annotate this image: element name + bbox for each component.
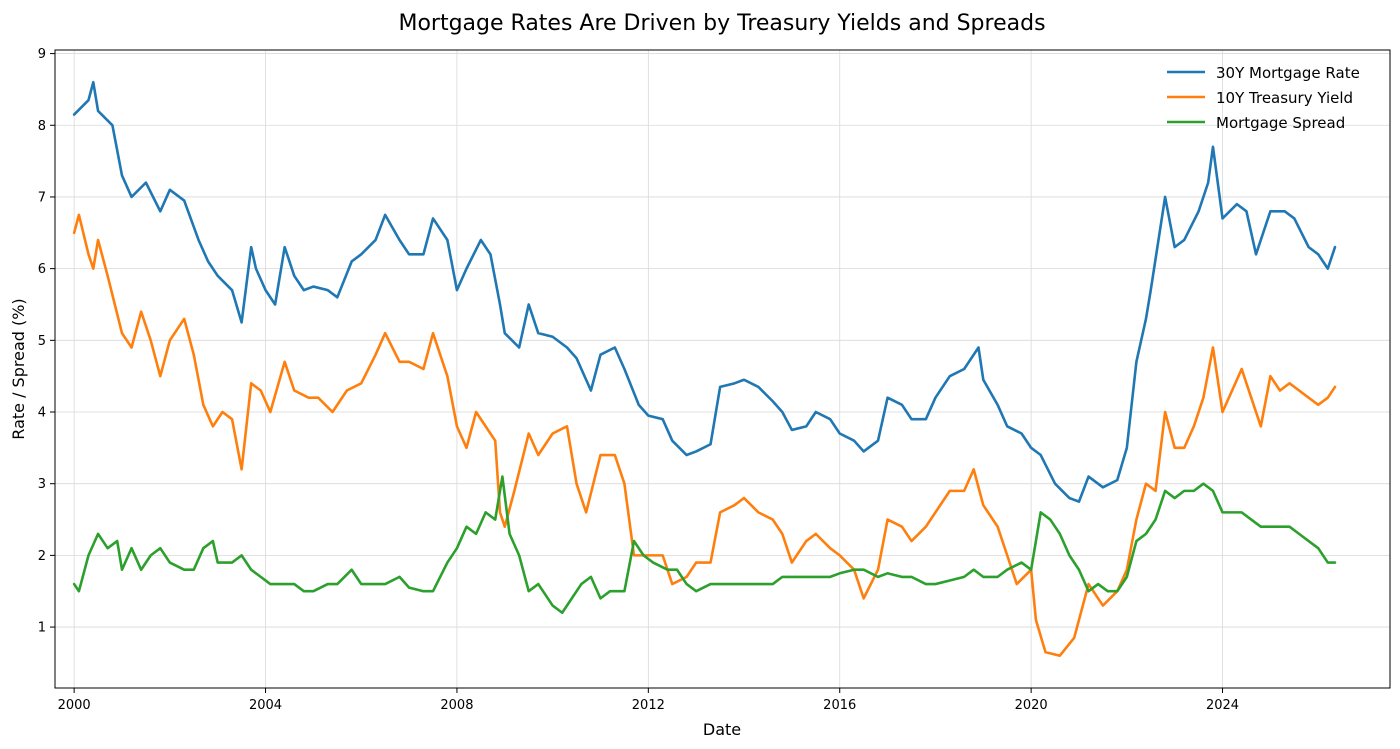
x-tick-label: 2004: [249, 698, 282, 713]
x-axis-label: Date: [703, 720, 741, 739]
x-axis: 2000 2004 2008 2012 2016 2020 2024: [58, 688, 1239, 713]
series-layer: [72, 80, 1337, 658]
y-tick-label: 5: [38, 334, 46, 349]
y-tick-label: 4: [38, 406, 46, 421]
x-tick-label: 2012: [632, 698, 665, 713]
x-tick-label: 2016: [823, 698, 856, 713]
y-axis-label: Rate / Spread (%): [9, 298, 28, 439]
series-line-mortgage-spread: [72, 475, 1337, 615]
legend-label-mortgage-spread: Mortgage Spread: [1216, 114, 1345, 132]
plot-frame: [54, 49, 1391, 689]
grid-layer: [55, 50, 1390, 688]
y-tick-label: 3: [38, 477, 46, 492]
legend-label-treasury-yield: 10Y Treasury Yield: [1216, 89, 1353, 107]
y-tick-label: 6: [38, 262, 46, 277]
series-line-treasury-yield: [72, 213, 1337, 658]
y-tick-label: 1: [38, 621, 46, 636]
series-line-mortgage-rate: [72, 80, 1337, 503]
y-tick-label: 2: [38, 549, 46, 564]
x-tick-label: 2000: [58, 698, 91, 713]
x-tick-label: 2008: [440, 698, 473, 713]
x-tick-label: 2020: [1015, 698, 1048, 713]
legend: 30Y Mortgage Rate 10Y Treasury Yield Mor…: [1167, 64, 1360, 132]
chart-title: Mortgage Rates Are Driven by Treasury Yi…: [398, 11, 1045, 36]
x-tick-label: 2024: [1206, 698, 1239, 713]
y-tick-label: 8: [38, 119, 46, 134]
legend-label-mortgage-rate: 30Y Mortgage Rate: [1216, 64, 1360, 82]
y-tick-label: 7: [38, 190, 46, 205]
y-axis: 1 2 3 4 5 6 7 8 9: [38, 47, 55, 636]
y-tick-label: 9: [38, 47, 46, 62]
